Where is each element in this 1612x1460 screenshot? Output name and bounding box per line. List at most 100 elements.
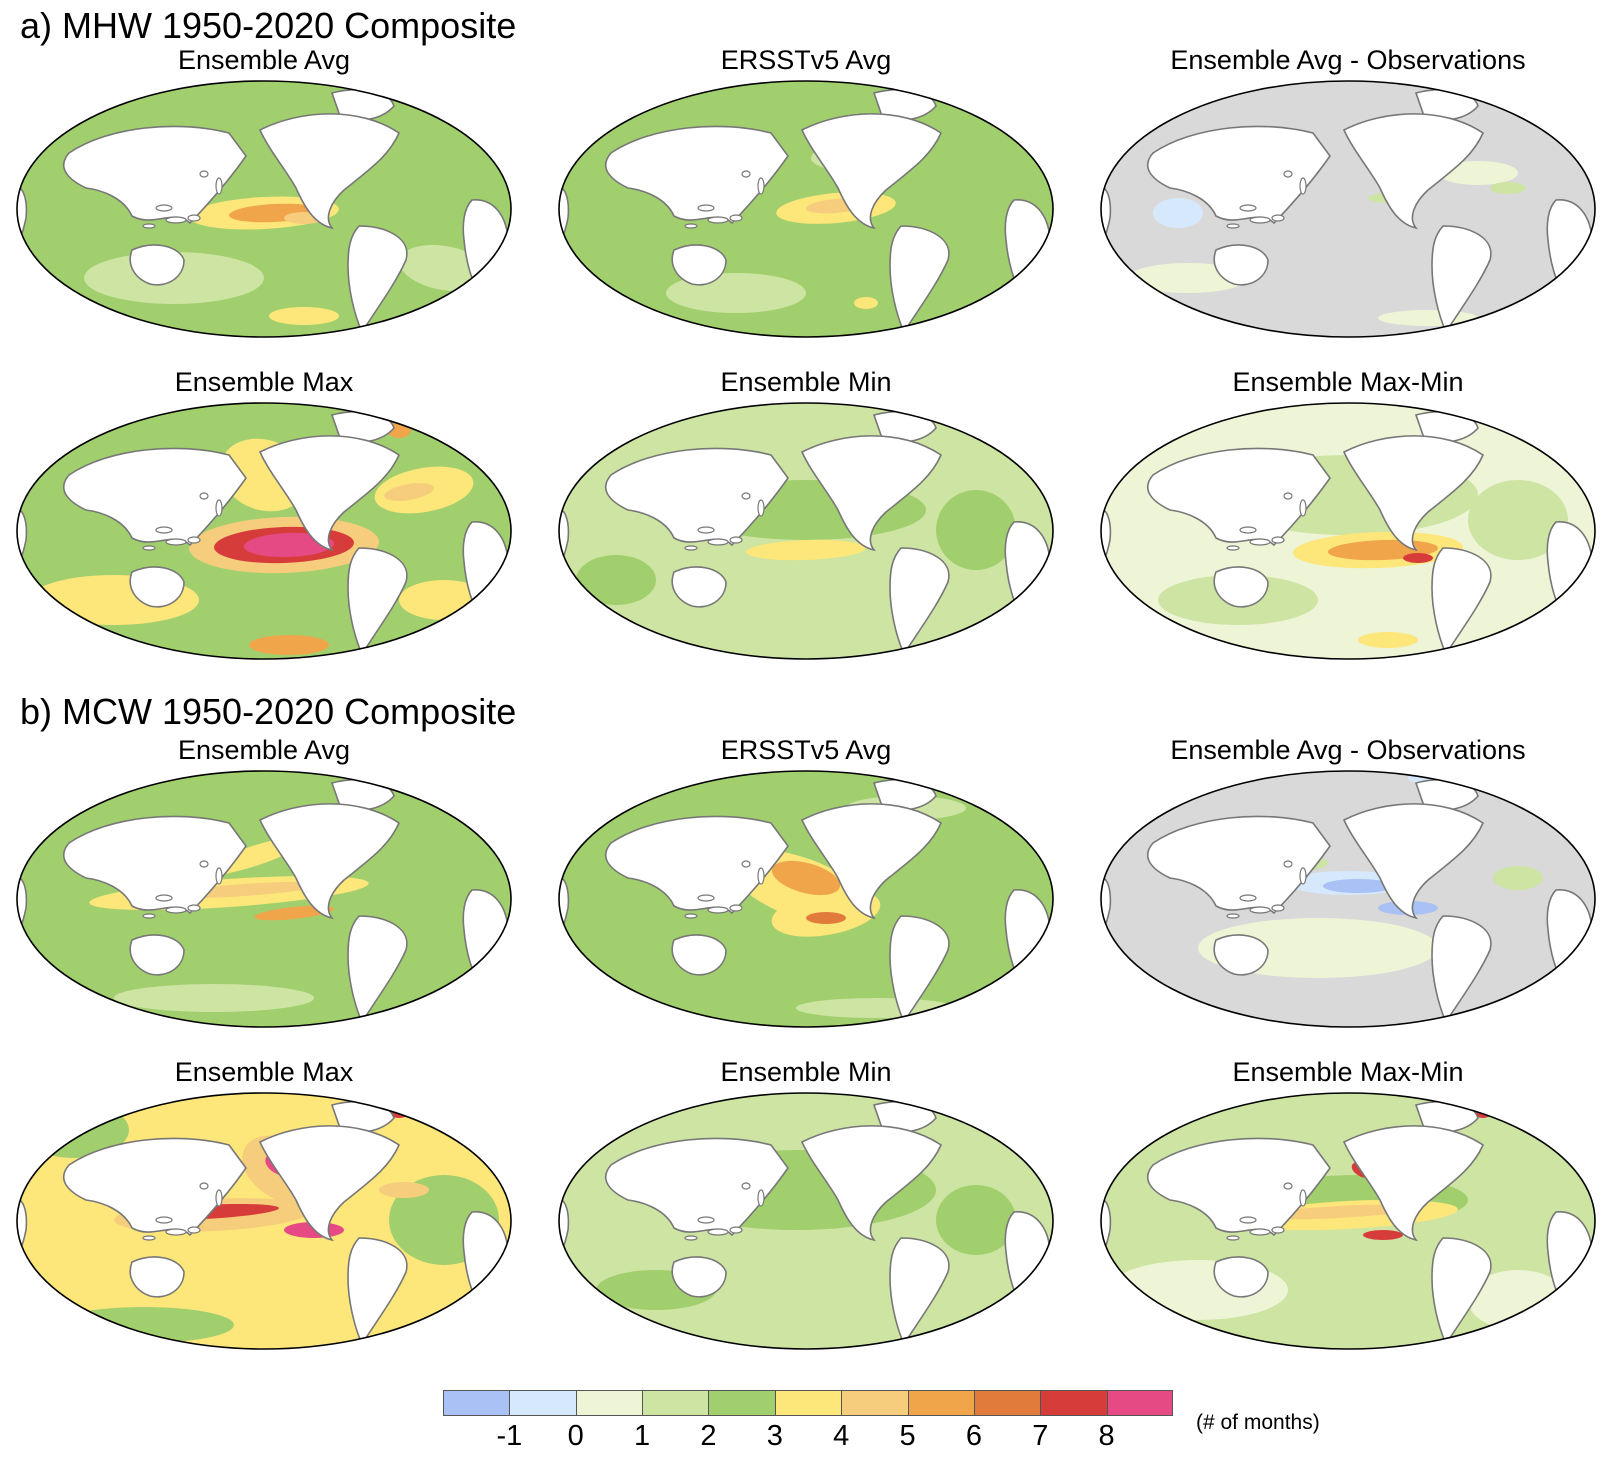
- southern-ocean-patch: [854, 297, 878, 309]
- island-outline: [707, 538, 729, 546]
- negative-patch: [1488, 1000, 1548, 1016]
- island-outline: [684, 913, 698, 919]
- map-mcw-ensemble-max-min: [1100, 1092, 1596, 1350]
- continent-australia: [129, 566, 185, 608]
- island-outline: [199, 860, 209, 868]
- continent-africa: [462, 521, 509, 622]
- southern-ocean-patch: [44, 632, 104, 648]
- map-mhw-ensemble-minus-obs: [1100, 80, 1596, 338]
- panel-title: Ensemble Max-Min: [1232, 367, 1464, 397]
- map-field: [559, 1093, 1053, 1349]
- colorbar-swatch: [1040, 1390, 1107, 1416]
- colorbar-tick-label: 4: [833, 1420, 850, 1452]
- continent-australia: [1213, 1256, 1269, 1298]
- colorbar-swatch: [973, 1390, 1041, 1416]
- el-nino-core: [244, 532, 334, 558]
- island-outline: [757, 499, 765, 517]
- southern-ocean-patch: [114, 984, 314, 1012]
- island-outline: [1271, 1226, 1285, 1234]
- globe-border: [558, 1092, 1054, 1350]
- island-outline: [215, 177, 223, 195]
- island-outline: [187, 1226, 201, 1234]
- continent-northamerica: [800, 435, 942, 552]
- continent-australia: [129, 934, 185, 976]
- island-outline: [165, 1228, 187, 1236]
- panel-title: Ensemble Max-Min: [1232, 1057, 1464, 1087]
- panel-title: Ensemble Avg: [177, 45, 351, 75]
- map-mcw-ensemble-max: [16, 1092, 512, 1350]
- colorbar-swatch: [841, 1390, 908, 1416]
- continent-eurasia: [604, 125, 789, 225]
- el-nino-core: [1403, 553, 1433, 563]
- map-mhw-ensemble-max-min: [1100, 402, 1596, 660]
- island-outline: [142, 545, 156, 551]
- panel-b-ensemble-max: Ensemble Max: [14, 1056, 514, 1356]
- moderate-band: [936, 490, 1016, 570]
- continent-africa: [1546, 1211, 1593, 1312]
- colorbar-tick-label: 7: [1032, 1420, 1049, 1452]
- island-outline: [1283, 492, 1293, 500]
- southern-ocean-patch: [249, 635, 329, 655]
- el-nino-core: [746, 539, 866, 561]
- panel-b-ensemble-minus-obs: Ensemble Avg - Observations: [1098, 734, 1598, 1034]
- island-outline: [199, 1182, 209, 1190]
- colorbar-tick-label: 5: [899, 1420, 916, 1452]
- island-outline: [1226, 913, 1240, 919]
- map-field: [1101, 81, 1595, 337]
- continent-africa: [462, 889, 509, 990]
- continent-australia: [129, 1256, 185, 1298]
- colorbar-swatch: [642, 1390, 709, 1416]
- map-field: [559, 403, 1053, 659]
- colorbar-swatch: [774, 1390, 842, 1416]
- map-field: [17, 81, 511, 337]
- negative-patch: [1323, 879, 1393, 893]
- colorbar-units: (# of months): [1196, 1411, 1320, 1434]
- island-outline: [1249, 906, 1271, 914]
- island-outline: [155, 526, 173, 534]
- island-outline: [142, 223, 156, 229]
- colorbar-tick-label: 0: [567, 1420, 584, 1452]
- globe-border: [558, 402, 1054, 660]
- island-outline: [684, 1235, 698, 1241]
- island-outline: [1271, 904, 1285, 912]
- island-outline: [741, 170, 751, 178]
- map-mhw-ensemble-min: [558, 402, 1054, 660]
- island-outline: [187, 904, 201, 912]
- continent-australia: [1213, 566, 1269, 608]
- island-outline: [729, 214, 743, 222]
- island-outline: [1249, 1228, 1271, 1236]
- panel-a-ensemble-min: Ensemble Min: [556, 366, 1056, 666]
- panel-title: Ensemble Avg: [177, 735, 351, 765]
- island-outline: [1239, 894, 1257, 902]
- warm-anomaly-band: [384, 483, 434, 501]
- panel-b-ensemble-avg: Ensemble Avg: [14, 734, 514, 1034]
- panel-a-ensemble-max-min: Ensemble Max-Min: [1098, 366, 1598, 666]
- continent-eurasia: [604, 447, 789, 547]
- continent-northamerica: [800, 803, 942, 920]
- globe-border: [16, 402, 512, 660]
- island-outline: [165, 216, 187, 224]
- la-nina-core: [771, 860, 841, 896]
- continent-northamerica: [1342, 803, 1484, 920]
- colorbar-tick-label: 3: [766, 1420, 783, 1452]
- map-mcw-ensemble-min: [558, 1092, 1054, 1350]
- island-outline: [1271, 536, 1285, 544]
- continent-eurasia: [1146, 125, 1331, 225]
- globe-border: [558, 80, 1054, 338]
- continent-eurasia: [62, 815, 247, 915]
- island-outline: [1239, 1216, 1257, 1224]
- negative-patch: [1153, 198, 1203, 228]
- map-field: [559, 771, 1053, 1027]
- continent-northamerica: [800, 113, 942, 230]
- map-mcw-ensemble-avg: [16, 770, 512, 1028]
- panel-a-ensemble-avg: Ensemble Avg: [14, 44, 514, 344]
- continent-africa: [1004, 1211, 1051, 1312]
- island-outline: [1249, 216, 1271, 224]
- colorbar-swatch: [509, 1390, 576, 1416]
- island-outline: [1299, 1189, 1307, 1207]
- island-outline: [697, 1216, 715, 1224]
- island-outline: [215, 867, 223, 885]
- section-a-title: a) MHW 1950-2020 Composite: [20, 5, 517, 46]
- continent-africa: [462, 1211, 509, 1312]
- southern-ocean-patch: [269, 307, 339, 325]
